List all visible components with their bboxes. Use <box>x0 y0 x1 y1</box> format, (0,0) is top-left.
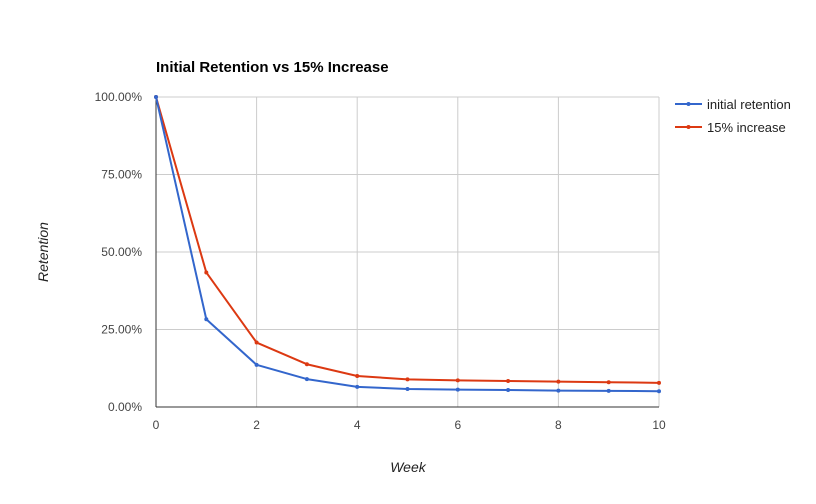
legend-swatch-dot <box>686 102 691 106</box>
chart-tick-labels: 0.00% 25.00% 50.00% 75.00% 100.00% 0 2 4 6 8 10 <box>95 90 666 432</box>
legend-item: initial retention <box>675 97 791 112</box>
data-point <box>154 95 158 99</box>
data-point <box>657 380 661 385</box>
x-tick-label: 6 <box>454 418 461 432</box>
data-point <box>556 388 561 393</box>
y-tick-label: 75.00% <box>101 168 142 182</box>
chart-axes <box>155 97 659 408</box>
data-point <box>304 377 309 382</box>
x-tick-label: 8 <box>555 418 562 432</box>
data-point <box>506 378 511 383</box>
chart-grid <box>156 96 660 407</box>
data-point <box>606 380 611 385</box>
y-tick-label: 100.00% <box>95 90 143 104</box>
data-point <box>204 317 209 322</box>
y-tick-label: 50.00% <box>101 245 142 259</box>
data-point <box>304 362 309 367</box>
x-tick-label: 4 <box>354 418 361 432</box>
x-tick-label: 2 <box>253 418 260 432</box>
data-point <box>506 387 511 392</box>
data-point <box>606 388 611 393</box>
series-line <box>155 96 660 384</box>
chart-title: Initial Retention vs 15% Increase <box>156 59 389 76</box>
chart-legend: initial retention 15% increase <box>675 97 791 135</box>
legend-label: initial retention <box>707 97 791 112</box>
x-tick-label: 0 <box>153 418 160 432</box>
x-axis-title: Week <box>390 459 427 475</box>
data-point <box>455 378 460 383</box>
data-point <box>254 340 259 345</box>
series-group <box>154 95 661 394</box>
y-tick-label: 0.00% <box>108 400 142 414</box>
chart-series <box>154 95 661 394</box>
legend-label: 15% increase <box>707 120 786 135</box>
series-line <box>155 96 660 393</box>
data-point <box>355 384 360 389</box>
data-point <box>657 389 661 394</box>
data-point <box>455 387 460 392</box>
data-point <box>355 374 360 378</box>
x-tick-label: 10 <box>652 418 666 432</box>
legend-swatch-dot <box>686 125 691 129</box>
data-point <box>204 270 209 275</box>
data-point <box>254 362 259 367</box>
y-tick-label: 25.00% <box>101 323 142 337</box>
data-point <box>405 377 410 382</box>
y-axis-title: Retention <box>35 222 51 282</box>
data-point <box>556 379 561 384</box>
data-point <box>405 387 410 392</box>
legend-item: 15% increase <box>675 120 786 135</box>
